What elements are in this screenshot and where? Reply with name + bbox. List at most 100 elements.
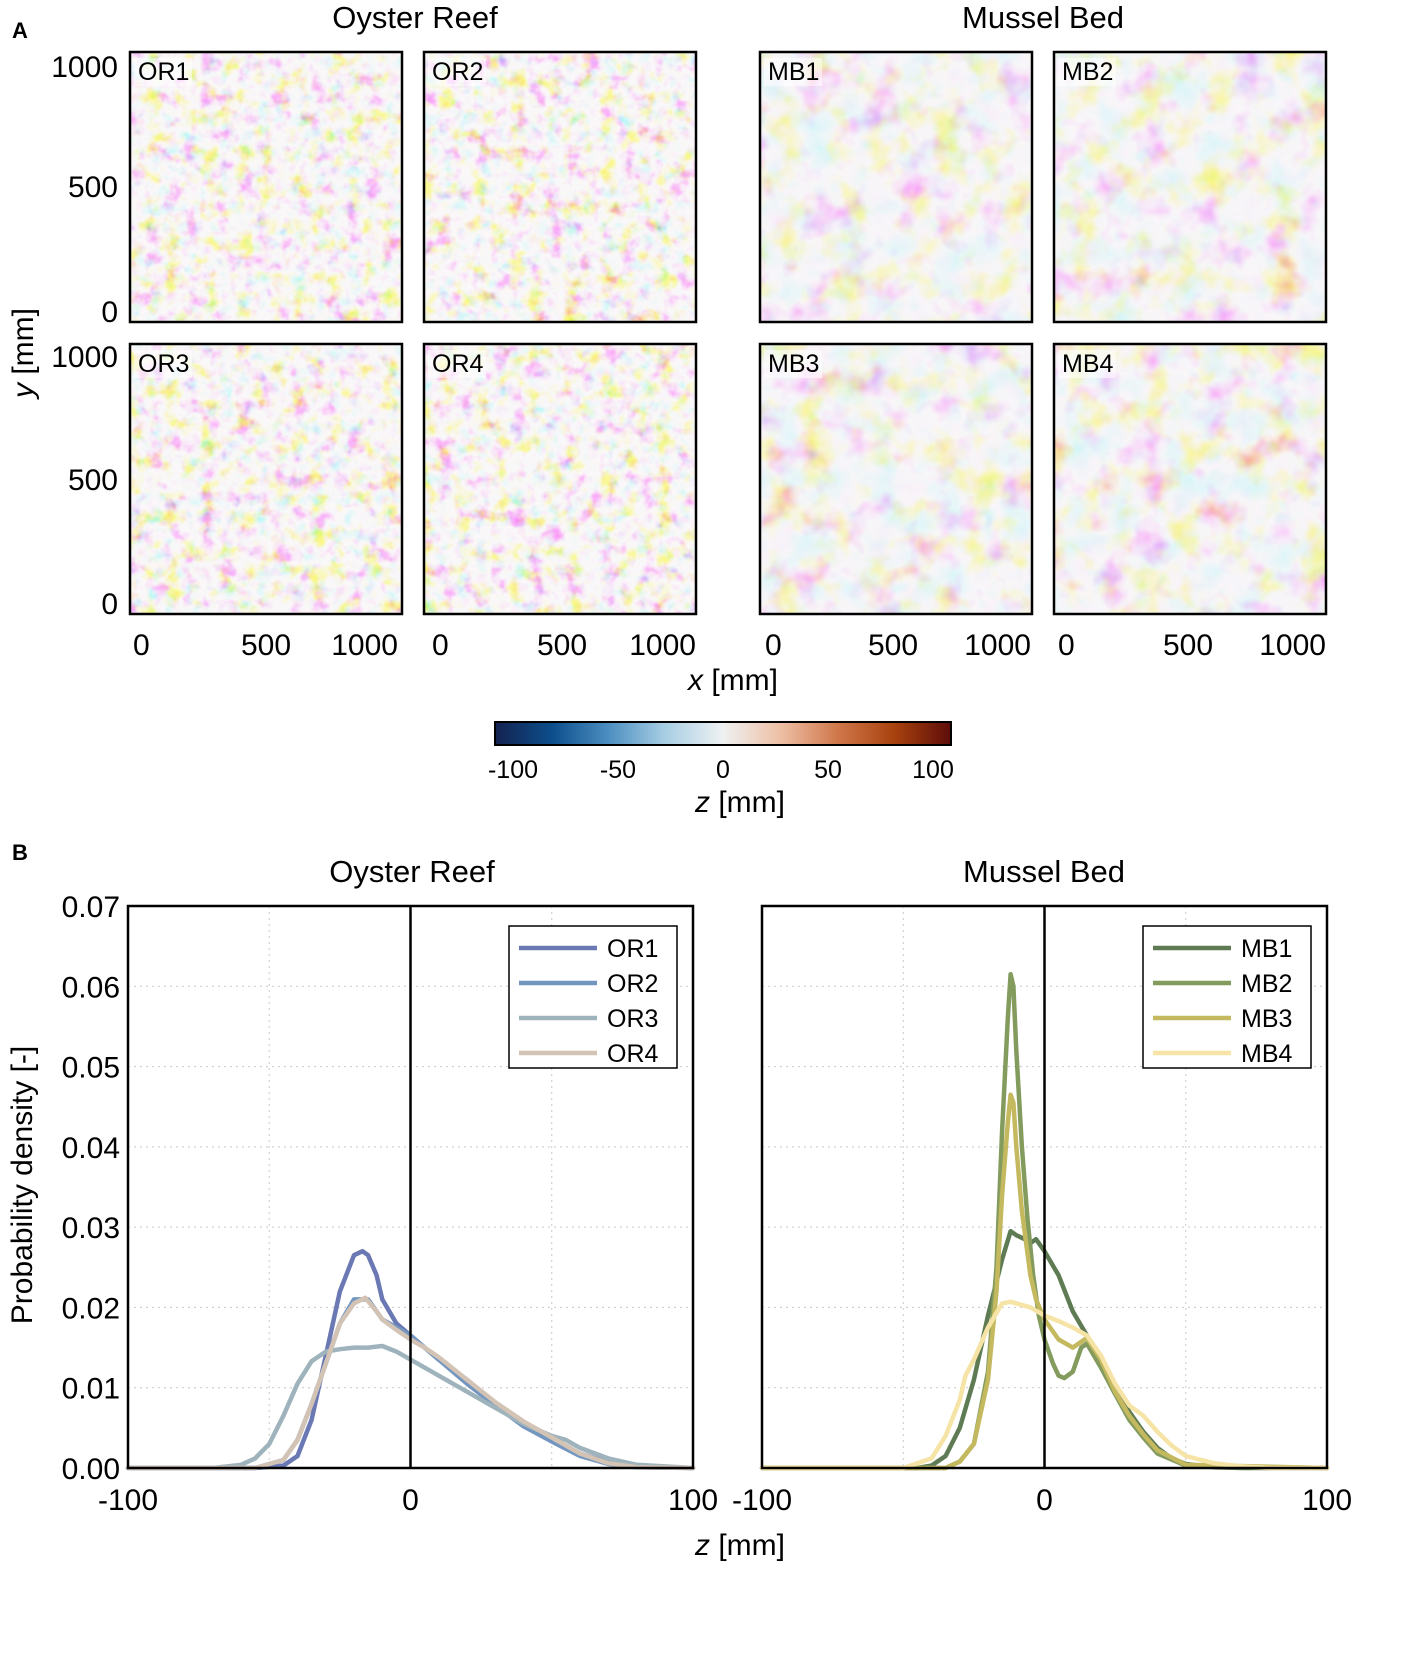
legend-label: MB4 — [1241, 1040, 1293, 1068]
tile-height-map — [424, 344, 696, 614]
colorbar-tick-label: 50 — [814, 756, 842, 784]
y-tick-label: 0.02 — [62, 1292, 120, 1325]
legend-label: MB2 — [1241, 970, 1292, 998]
x-tick-0: 0 — [133, 629, 150, 662]
legend-label: MB1 — [1241, 935, 1292, 963]
y-tick-label: 0.04 — [62, 1132, 120, 1165]
y-tick-top-500: 500 — [68, 171, 118, 204]
tile-label: MB4 — [1062, 350, 1114, 378]
surface-tile: OR1 — [128, 50, 404, 324]
y-tick-top-0: 0 — [101, 296, 118, 329]
surface-tile: MB4 — [1052, 342, 1328, 616]
panel-a-y-ticks: 1000 500 0 1000 500 0 — [51, 51, 118, 621]
x-tick-0: 0 — [432, 629, 449, 662]
tile-frame — [128, 342, 404, 616]
panel-b-letter: B — [12, 840, 28, 865]
x-tick-1000: 1000 — [1259, 629, 1326, 662]
plot-title-oyster: Oyster Reef — [329, 854, 495, 889]
panel-a: A Oyster Reef Mussel Bed OR1 OR2 OR3 OR4 MB1… — [7, 0, 1328, 819]
y-tick-label: 0.00 — [62, 1453, 120, 1486]
tile-label: MB3 — [768, 350, 819, 378]
x-tick-0: 0 — [765, 629, 782, 662]
tile-label-bg — [428, 350, 486, 378]
panel-a-x-ticks: 0 500 1000 0 500 1000 0 500 1000 0 500 1… — [133, 629, 1326, 662]
tile-label-bg — [134, 58, 192, 86]
panel-a-y-label: y [mm] — [7, 308, 40, 400]
y-tick-label: 0.06 — [62, 971, 120, 1004]
x-tick-0: 0 — [1058, 629, 1075, 662]
tile-frame — [758, 50, 1034, 324]
tile-frame — [1052, 342, 1328, 616]
colorbar-ticks: -100 -50 0 50 100 — [488, 756, 954, 784]
x-tick-1000: 1000 — [331, 629, 398, 662]
tile-height-map — [424, 52, 696, 322]
y-tick-label: 0.05 — [62, 1052, 120, 1085]
tile-frame — [1052, 50, 1328, 324]
surface-tile: MB1 — [758, 50, 1034, 324]
tile-height-map — [1054, 52, 1326, 322]
x-tick-label: -100 — [98, 1484, 158, 1517]
x-tick-label: 0 — [1036, 1484, 1053, 1517]
y-tick-label: 0.07 — [62, 891, 120, 924]
tile-label: OR2 — [432, 58, 483, 86]
legend-label: OR3 — [607, 1005, 658, 1033]
y-tick-bottom-500: 500 — [68, 464, 118, 497]
tile-height-map — [130, 344, 402, 614]
mussel-bed-density-plot: -100 0 100 MB1 MB2 MB3 MB4 — [732, 904, 1352, 1517]
tile-frame — [758, 342, 1034, 616]
series-line-mb4 — [759, 1299, 1330, 1471]
legend-label: OR2 — [607, 970, 658, 998]
panel-b-y-label: Probability density [-] — [6, 1046, 39, 1324]
surface-tile: MB2 — [1052, 50, 1328, 324]
x-tick-label: -100 — [732, 1484, 792, 1517]
legend-label: MB3 — [1241, 1005, 1292, 1033]
plot-frame — [126, 904, 695, 1470]
x-tick-label: 0 — [402, 1484, 419, 1517]
tile-label-bg — [134, 350, 192, 378]
tile-label-bg — [1058, 58, 1116, 86]
tile-label-bg — [764, 58, 822, 86]
tile-label: OR4 — [432, 350, 484, 378]
tile-height-map — [1054, 344, 1326, 614]
colorbar-tick-label: -100 — [488, 756, 538, 784]
colorbar-tick-label: -50 — [600, 756, 636, 784]
tile-label-bg — [428, 58, 486, 86]
oyster-reef-title: Oyster Reef — [332, 0, 498, 35]
plot-title-mussel: Mussel Bed — [963, 854, 1125, 889]
colorbar-tick-label: 0 — [716, 756, 730, 784]
y-tick-bottom-0: 0 — [101, 588, 118, 621]
surface-tile: MB3 — [758, 342, 1034, 616]
x-tick-label: 100 — [668, 1484, 718, 1517]
surface-tile: OR2 — [422, 50, 698, 324]
tile-frame — [422, 342, 698, 616]
tile-label: MB2 — [1062, 58, 1113, 86]
tile-label: OR3 — [138, 350, 189, 378]
x-tick-1000: 1000 — [629, 629, 696, 662]
tile-height-map — [130, 52, 402, 322]
legend-label: OR4 — [607, 1040, 659, 1068]
colorbar-label: z [mm] — [694, 786, 785, 819]
plot-frame — [760, 904, 1329, 1470]
series-line-mb3 — [759, 1092, 1330, 1471]
panel-b-x-label: z [mm] — [694, 1529, 785, 1562]
oyster-reef-density-plot: -100 0 100 0.00 0.01 0.02 0.03 0.04 0.05 0.06 0.07… — [62, 891, 718, 1517]
x-tick-500: 500 — [1163, 629, 1213, 662]
series-line-or4 — [125, 1295, 696, 1471]
panel-a-letter: A — [12, 18, 28, 43]
x-tick-500: 500 — [241, 629, 291, 662]
tile-height-map — [760, 52, 1032, 322]
x-tick-500: 500 — [868, 629, 918, 662]
y-tick-label: 0.01 — [62, 1373, 120, 1406]
x-tick-500: 500 — [537, 629, 587, 662]
y-tick-top-1000: 1000 — [51, 51, 118, 84]
tile-height-map — [760, 344, 1032, 614]
tile-label-bg — [764, 350, 822, 378]
legend-label: OR1 — [607, 935, 658, 963]
x-tick-label: 100 — [1302, 1484, 1352, 1517]
panel-a-x-label: x [mm] — [686, 664, 778, 697]
tile-frame — [422, 50, 698, 324]
mussel-bed-title: Mussel Bed — [962, 0, 1124, 35]
y-tick-bottom-1000: 1000 — [51, 341, 118, 374]
panel-b: B Oyster Reef Mussel Bed -100 0 100 0.00 0.0… — [6, 840, 1352, 1562]
